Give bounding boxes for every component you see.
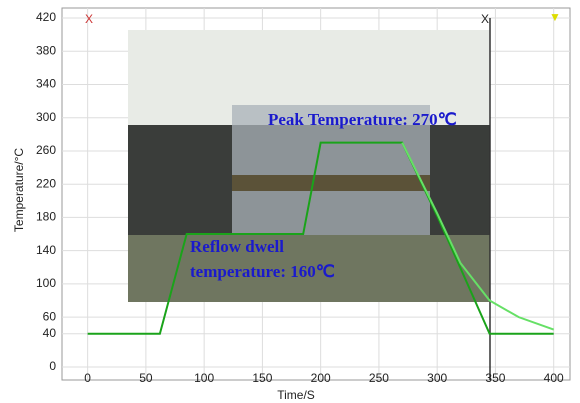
cursor-marker: X [85, 12, 93, 26]
x-tick-label: 300 [427, 371, 447, 385]
x-tick-label: 250 [369, 371, 389, 385]
x-axis-label: Time/S [277, 388, 315, 402]
chart: X X ▼ Peak Temperature: 270℃ Reflow dwel… [0, 0, 580, 403]
annotation: Reflow dwell [190, 237, 284, 256]
y-tick-label: 380 [36, 43, 56, 57]
x-tick-label: 50 [139, 371, 153, 385]
photo-solder [232, 175, 430, 191]
y-tick-label: 100 [36, 276, 56, 290]
y-tick-label: 420 [36, 10, 56, 24]
y-tick-label: 180 [36, 210, 56, 224]
y-tick-label: 340 [36, 77, 56, 91]
annotation: Peak Temperature: 270℃ [268, 110, 457, 129]
y-tick-label: 60 [43, 309, 57, 323]
x-tick-label: 0 [84, 371, 91, 385]
x-tick-label: 150 [252, 371, 272, 385]
y-tick-label: 220 [36, 176, 56, 190]
y-tick-label: 40 [43, 326, 57, 340]
x-tick-label: 100 [194, 371, 214, 385]
cursor-marker: ▼ [549, 10, 561, 24]
y-tick-label: 300 [36, 110, 56, 124]
y-tick-label: 0 [49, 359, 56, 373]
x-tick-label: 200 [311, 371, 331, 385]
annotation: temperature: 160℃ [190, 262, 335, 281]
x-tick-label: 350 [485, 371, 505, 385]
cursor-marker: X [481, 12, 489, 26]
y-axis-label: Temperature/°C [12, 148, 26, 232]
y-tick-label: 140 [36, 243, 56, 257]
x-tick-label: 400 [544, 371, 564, 385]
y-tick-label: 260 [36, 143, 56, 157]
